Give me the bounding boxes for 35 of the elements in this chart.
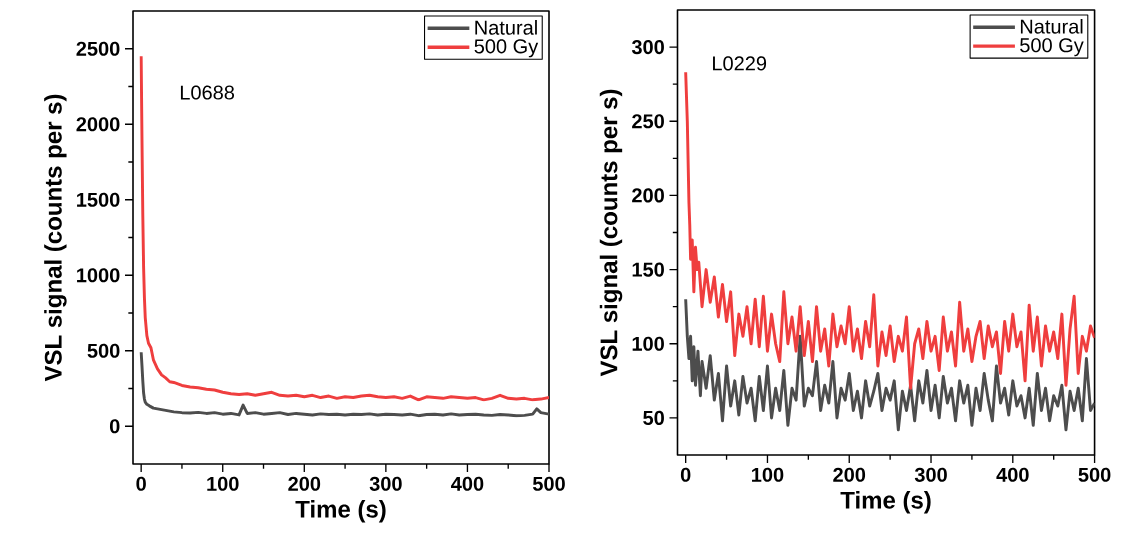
- y-tick-label: 50: [643, 410, 664, 425]
- x-axis-title: Time (s): [295, 500, 386, 523]
- x-tick-label: 300: [369, 476, 402, 491]
- x-tick-label: 200: [833, 467, 866, 482]
- x-tick-label: 500: [1078, 467, 1111, 482]
- legend-label: Natural: [1020, 18, 1083, 34]
- y-tick-label: 1500: [77, 192, 120, 207]
- x-tick-label: 0: [136, 476, 146, 491]
- y-tick-label: 150: [632, 262, 664, 277]
- y-tick-label: 100: [632, 336, 664, 351]
- y-tick-label: 0: [109, 419, 120, 434]
- legend-label: 500 Gy: [1020, 38, 1084, 57]
- y-tick-label: 250: [632, 114, 664, 129]
- y-tick-label: 1000: [77, 268, 120, 283]
- x-tick-label: 300: [914, 467, 947, 482]
- x-tick-label: 400: [996, 467, 1029, 482]
- y-tick-label: 2500: [76, 41, 120, 56]
- y-axis-title: VSL signal (counts per s): [44, 94, 67, 382]
- x-tick-label: 400: [451, 476, 484, 491]
- y-axis-title: VSL signal (counts per s): [599, 89, 623, 377]
- annotation: L0688: [180, 85, 235, 100]
- x-tick-label: 100: [207, 476, 239, 491]
- y-tick-label: 300: [631, 39, 664, 55]
- x-tick-label: 200: [288, 476, 321, 491]
- legend-label: 500 Gy: [474, 39, 539, 58]
- x-tick-label: 0: [680, 467, 691, 482]
- y-tick-label: 200: [632, 188, 664, 203]
- y-tick-label: 500: [87, 343, 120, 358]
- x-tick-label: 100: [752, 467, 784, 482]
- x-axis-title: Time (s): [840, 491, 931, 514]
- line-series: [684, 297, 1095, 432]
- annotation: L0229: [713, 56, 767, 71]
- x-tick-label: 500: [532, 476, 565, 491]
- y-tick-label: 2000: [76, 117, 120, 132]
- legend-label: Natural: [475, 20, 537, 35]
